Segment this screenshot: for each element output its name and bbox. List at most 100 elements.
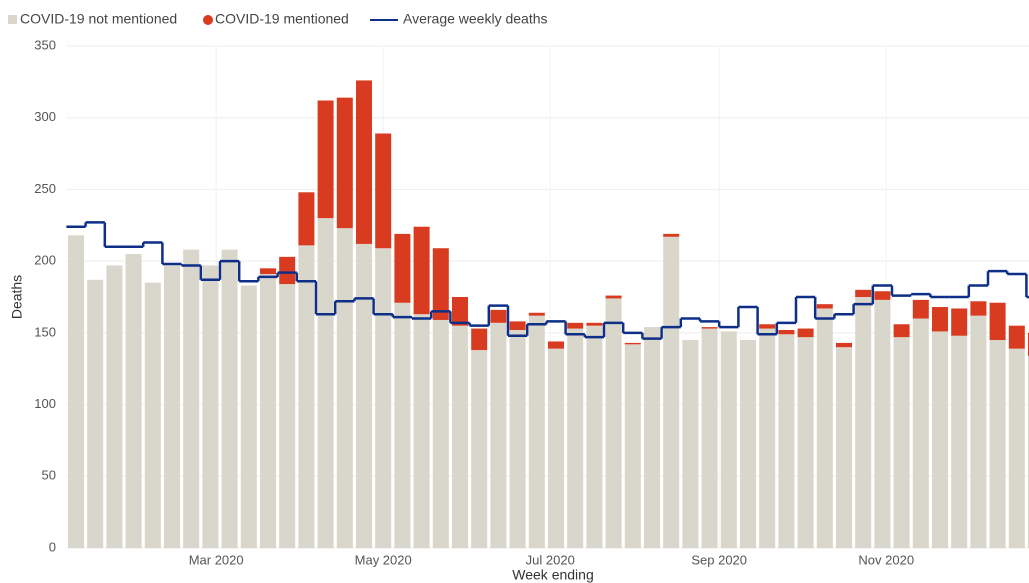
bar <box>1008 325 1025 349</box>
bar <box>471 350 488 548</box>
bar <box>605 298 622 548</box>
y-tick-label: 100 <box>34 396 56 411</box>
y-axis-title: Deaths <box>9 275 25 319</box>
bar <box>586 322 603 326</box>
bar <box>855 297 872 548</box>
bar <box>836 342 852 348</box>
bar <box>720 331 737 548</box>
bar <box>144 282 161 548</box>
bar <box>740 340 756 548</box>
bar <box>221 249 238 548</box>
bar <box>432 319 449 548</box>
bar <box>932 307 948 332</box>
bar <box>970 315 987 548</box>
bar <box>778 334 795 548</box>
bar <box>624 342 641 345</box>
bar <box>528 312 545 316</box>
bar <box>413 226 430 315</box>
legend: COVID-19 not mentioned COVID-19 mentione… <box>8 11 548 27</box>
y-tick-label: 250 <box>34 181 56 196</box>
bar <box>816 308 833 548</box>
bar <box>298 192 315 246</box>
bar <box>528 315 545 548</box>
bar <box>989 340 1006 548</box>
bar <box>240 285 257 548</box>
y-tick-label: 200 <box>34 253 56 268</box>
bar <box>183 249 200 548</box>
bar <box>567 322 584 329</box>
y-tick-label: 150 <box>34 324 56 339</box>
bar <box>490 322 507 548</box>
bar <box>375 248 392 548</box>
bar <box>893 337 910 548</box>
y-tick-label: 350 <box>34 37 56 52</box>
bar <box>68 235 84 548</box>
bar <box>912 318 929 548</box>
bar <box>356 80 372 244</box>
bar <box>701 327 718 329</box>
bar <box>106 265 123 548</box>
bar <box>298 245 315 548</box>
x-tick-label: Nov 2020 <box>858 552 914 567</box>
bar <box>874 291 891 300</box>
bar <box>855 289 872 297</box>
bar <box>682 340 699 548</box>
bar <box>394 233 411 303</box>
bar <box>164 265 180 548</box>
bar <box>874 299 891 548</box>
bar <box>202 265 219 548</box>
axis-labels: 0 50 100 150 200 250 300 350 Mar 2020 May 2020 Jul… <box>34 37 914 567</box>
y-tick-label: 0 <box>49 539 56 554</box>
x-tick-label: May 2020 <box>355 552 412 567</box>
x-tick-label: Sep 2020 <box>691 552 747 567</box>
bar <box>336 228 353 548</box>
bar <box>797 337 814 548</box>
bar <box>624 344 641 548</box>
bar <box>548 341 564 349</box>
legend-label: COVID-19 mentioned <box>215 11 349 27</box>
bar <box>1008 348 1025 548</box>
bar <box>260 274 276 548</box>
plot-area <box>66 80 1029 548</box>
bar <box>509 321 526 330</box>
bar <box>893 324 910 338</box>
bar <box>413 314 430 548</box>
bar <box>394 302 411 548</box>
legend-label: COVID-19 not mentioned <box>20 11 177 27</box>
legend-swatch <box>203 15 213 25</box>
bar <box>567 328 584 548</box>
bar <box>912 299 929 319</box>
bar <box>87 279 104 548</box>
bar <box>279 256 296 285</box>
bar <box>989 302 1006 341</box>
bar <box>816 304 833 309</box>
bar <box>663 236 680 548</box>
bar <box>356 243 372 548</box>
bar <box>759 324 776 329</box>
bar <box>279 284 296 548</box>
bar <box>471 328 488 351</box>
bar <box>490 309 507 323</box>
bar <box>336 97 353 229</box>
y-tick-label: 300 <box>34 109 56 124</box>
bar <box>663 233 680 237</box>
bar <box>778 329 795 335</box>
bar <box>317 218 334 548</box>
bar <box>836 347 852 548</box>
x-tick-label: Mar 2020 <box>189 552 244 567</box>
x-axis-title: Week ending <box>512 567 593 583</box>
legend-swatch <box>8 15 17 24</box>
bar <box>701 328 718 548</box>
y-tick-label: 50 <box>42 468 56 483</box>
bar <box>951 335 968 548</box>
bar <box>260 268 276 275</box>
x-tick-label: Jul 2020 <box>526 552 575 567</box>
bar <box>932 331 948 548</box>
bar <box>317 100 334 219</box>
bar <box>509 329 526 548</box>
bar <box>797 328 814 338</box>
bar <box>548 348 564 548</box>
legend-label: Average weekly deaths <box>403 11 548 27</box>
bar <box>375 133 392 249</box>
